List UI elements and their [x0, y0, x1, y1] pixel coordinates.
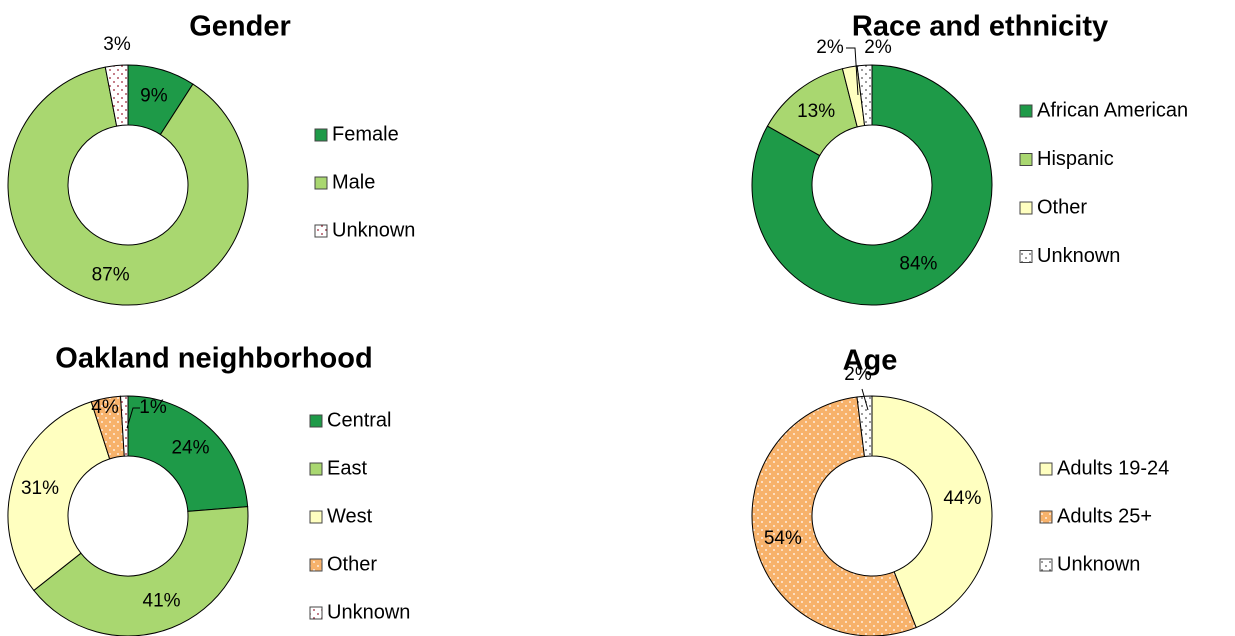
- data-label: 3%: [103, 34, 131, 55]
- data-label: 2%: [864, 37, 892, 58]
- legend-label: Adults 19-24: [1057, 457, 1169, 479]
- data-label: 87%: [92, 264, 130, 285]
- legend-label: African American: [1037, 99, 1188, 121]
- data-label: 24%: [171, 437, 209, 458]
- legend-label: Unknown: [1037, 245, 1120, 267]
- data-label: 2%: [844, 364, 872, 385]
- data-label: 1%: [139, 397, 167, 418]
- donut-slice: [856, 64, 873, 127]
- legend-swatch: [1019, 104, 1033, 118]
- data-label: 41%: [143, 591, 181, 612]
- chart-title: Race and ethnicity: [852, 11, 1108, 43]
- legend-label: Central: [327, 409, 391, 431]
- donut-slice: [120, 395, 129, 457]
- legend-swatch: [1019, 201, 1033, 215]
- donut-slice: [127, 395, 249, 512]
- legend-label: Female: [332, 123, 399, 145]
- legend-label: Unknown: [332, 219, 415, 241]
- donut-slice: [751, 64, 993, 306]
- leader-line: [846, 47, 859, 96]
- legend-label: Male: [332, 171, 375, 193]
- chart-title: Gender: [189, 11, 291, 43]
- data-label: 31%: [21, 478, 59, 499]
- donut-slice: [7, 66, 249, 306]
- data-label: 2%: [816, 37, 844, 58]
- data-label: 84%: [899, 253, 937, 274]
- leader-line: [126, 407, 140, 429]
- legend-swatch: [1039, 510, 1053, 524]
- chart-title: Oakland neighborhood: [55, 343, 372, 375]
- data-label: 54%: [764, 528, 802, 549]
- legend-swatch: [309, 606, 323, 620]
- legend-label: Other: [1037, 196, 1087, 218]
- legend-swatch: [1039, 462, 1053, 476]
- donut-slice: [7, 401, 111, 592]
- legend-swatch: [314, 128, 328, 142]
- donut-slice: [856, 395, 873, 458]
- legend-swatch: [1039, 558, 1053, 572]
- data-label: 4%: [91, 397, 119, 418]
- data-label: 9%: [140, 86, 168, 107]
- legend-swatch: [309, 558, 323, 572]
- data-label: 44%: [943, 488, 981, 509]
- legend-label: Hispanic: [1037, 148, 1114, 170]
- legend-swatch: [314, 224, 328, 238]
- legend-label: West: [327, 505, 373, 527]
- legend-swatch: [314, 176, 328, 190]
- donut-slice: [33, 506, 249, 636]
- legend-label: Unknown: [1057, 553, 1140, 575]
- legend-swatch: [309, 414, 323, 428]
- leader-line: [861, 388, 869, 411]
- donut-slice: [751, 396, 917, 636]
- legend-label: East: [327, 457, 367, 479]
- legend-label: Other: [327, 553, 377, 575]
- legend-label: Adults 25+: [1057, 505, 1152, 527]
- chart-title: Age: [843, 345, 898, 377]
- legend-swatch: [1019, 153, 1033, 166]
- donut-slice: [104, 64, 129, 127]
- donut-slice: [871, 395, 993, 629]
- legend-swatch: [309, 510, 323, 524]
- data-label: 13%: [797, 101, 835, 122]
- legend-swatch: [1019, 250, 1033, 263]
- legend-swatch: [309, 462, 323, 476]
- legend-label: Unknown: [327, 601, 410, 623]
